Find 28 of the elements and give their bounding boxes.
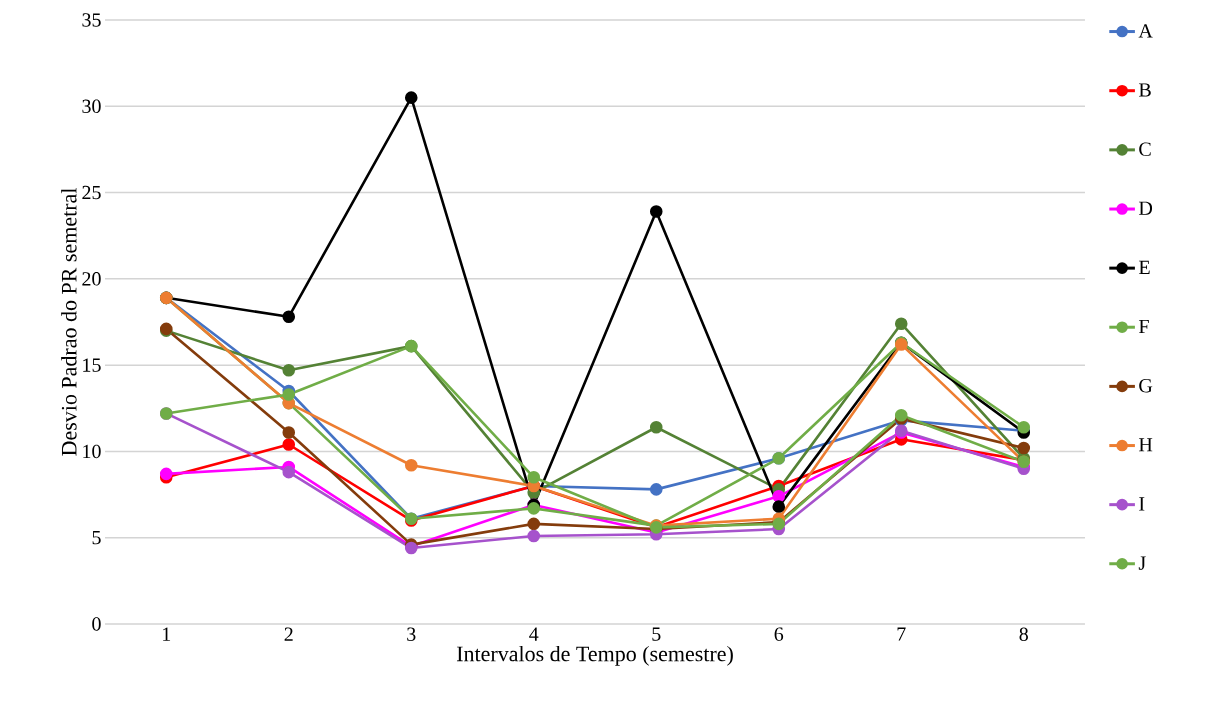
y-tick-label: 30 [82,99,101,114]
x-tick-label: 5 [652,627,661,641]
legend-label: E [1138,260,1150,274]
y-tick-label: 20 [82,272,101,286]
legend-label: G [1139,379,1153,393]
x-tick-label: 6 [774,627,784,641]
y-tick-label: 15 [83,358,101,372]
x-tick-label: 2 [284,627,293,641]
y-tick-label: 35 [82,13,101,27]
y-tick-label: 0 [92,617,101,631]
legend-label: A [1138,24,1153,38]
legend-label: I [1139,497,1145,511]
x-tick-label: 3 [407,627,416,641]
y-axis-title: Desvio Padrao do PR semetral [61,188,77,456]
x-tick-label: 1 [163,627,171,641]
legend-label: F [1138,319,1149,334]
legend-label: H [1138,438,1153,452]
x-axis-title: Intervalos de Tempo (semestre) [456,645,733,666]
y-tick-label: 25 [82,185,101,200]
x-tick-label: 4 [529,627,539,641]
y-tick-label: 5 [92,531,101,545]
y-tick-label: 10 [83,444,101,459]
x-tick-label: 8 [1019,627,1028,642]
legend-label: D [1138,201,1153,215]
x-tick-label: 7 [897,627,906,641]
legend-label: B [1138,83,1151,97]
legend-label: C [1139,142,1151,156]
legend-label: J [1138,556,1146,570]
